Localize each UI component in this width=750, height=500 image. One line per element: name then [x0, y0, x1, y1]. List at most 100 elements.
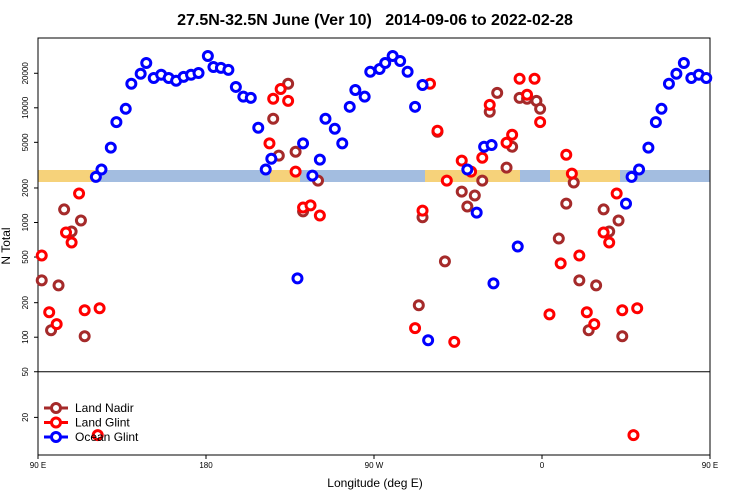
point [565, 167, 578, 180]
point [597, 203, 610, 216]
point [655, 102, 668, 115]
point [483, 98, 496, 111]
point [616, 330, 629, 343]
point [78, 330, 91, 343]
point [263, 137, 276, 150]
y-tick-label: 50 [21, 367, 30, 376]
point [343, 100, 356, 113]
point [677, 56, 690, 69]
point [485, 138, 498, 151]
legend-marker [50, 416, 62, 429]
point [358, 90, 371, 103]
point [259, 163, 272, 176]
point [252, 121, 265, 134]
point [401, 65, 414, 78]
point [140, 56, 153, 69]
point [35, 274, 48, 287]
point [394, 54, 407, 67]
point [440, 174, 453, 187]
point [662, 77, 675, 90]
x-tick-label: 90 E [30, 461, 46, 470]
point [597, 226, 610, 239]
point [521, 88, 534, 101]
point [60, 226, 72, 239]
point [506, 128, 519, 141]
y-tick-label: 20000 [21, 62, 30, 85]
point [627, 429, 640, 442]
point [573, 249, 586, 262]
point [306, 169, 319, 182]
point [282, 94, 295, 107]
point [633, 163, 646, 176]
point [588, 318, 601, 331]
point [416, 79, 429, 92]
point [364, 65, 377, 78]
point [291, 272, 304, 285]
point [267, 92, 280, 105]
series [89, 49, 713, 347]
legend-marker [50, 402, 62, 414]
point [119, 102, 132, 115]
point [52, 279, 65, 292]
point [328, 122, 341, 135]
point [476, 151, 489, 164]
point [409, 322, 422, 335]
point [412, 299, 425, 312]
point [229, 80, 242, 93]
point [134, 67, 147, 80]
point [349, 83, 362, 96]
point [511, 240, 524, 253]
point [89, 170, 102, 183]
point [461, 200, 474, 213]
point [554, 257, 567, 270]
point [313, 209, 326, 222]
point [304, 199, 317, 212]
point [534, 102, 547, 115]
point [274, 82, 287, 95]
point [612, 214, 625, 227]
point [409, 100, 422, 113]
point [590, 279, 603, 292]
y-tick-label: 500 [21, 250, 30, 264]
point [431, 124, 444, 137]
point [313, 153, 326, 166]
point [455, 185, 468, 198]
y-tick-label: 20 [21, 412, 30, 421]
legend-marker [50, 431, 62, 443]
series [35, 72, 644, 442]
point [470, 206, 483, 219]
point [500, 136, 513, 149]
point [192, 67, 205, 80]
point [125, 77, 138, 90]
point [422, 334, 435, 347]
point [455, 154, 468, 167]
point [461, 163, 474, 176]
point [267, 112, 280, 125]
point [297, 137, 310, 150]
point [610, 187, 623, 200]
point [73, 187, 86, 200]
point [560, 148, 573, 161]
point [580, 306, 593, 319]
point [319, 112, 332, 125]
point [468, 189, 481, 202]
point [43, 306, 56, 319]
point [265, 152, 278, 165]
point [528, 72, 541, 85]
y-tick-label: 2000 [21, 179, 30, 197]
x-tick-label: 90 W [365, 461, 384, 470]
point [560, 197, 573, 210]
y-tick-label: 10000 [21, 96, 30, 119]
point [513, 72, 526, 85]
y-tick-label: 100 [21, 330, 30, 344]
point [700, 71, 713, 84]
y-tick-label: 200 [21, 295, 30, 309]
y-axis-label: N Total [0, 227, 13, 264]
point [91, 429, 104, 442]
point [642, 141, 655, 154]
point [93, 302, 106, 315]
point [74, 214, 87, 227]
point [448, 335, 461, 348]
